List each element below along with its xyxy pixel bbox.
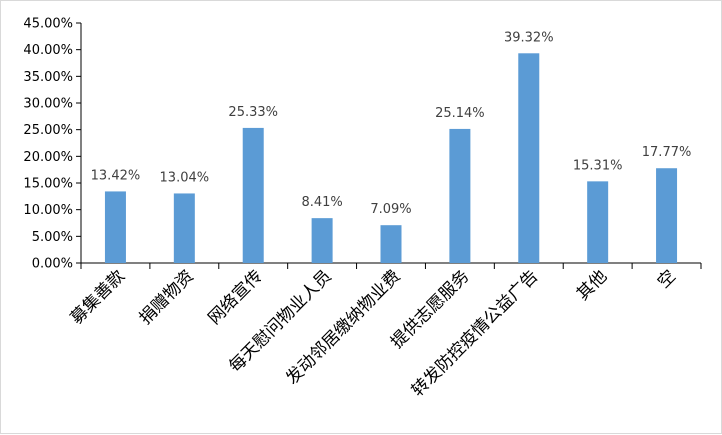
data-labels: 13.42% 13.04% 25.33% 8.41% 7.09% 25.14% 39.32%… xyxy=(91,30,692,217)
y-tick-label: 25.00% xyxy=(23,123,73,138)
bar xyxy=(518,53,540,263)
y-tick-label: 20.00% xyxy=(23,150,73,165)
bar xyxy=(311,218,333,263)
bar xyxy=(173,193,195,263)
category-label: 转发防控疫情公益广告 xyxy=(408,266,542,400)
y-tick-label: 15.00% xyxy=(23,177,73,192)
data-label: 13.42% xyxy=(91,168,141,183)
data-label: 7.09% xyxy=(370,202,411,217)
category-label: 空 xyxy=(654,266,680,292)
bar xyxy=(587,181,609,263)
data-label: 25.14% xyxy=(435,106,485,121)
bar xyxy=(656,168,678,263)
y-tick-label: 40.00% xyxy=(23,43,73,58)
category-label: 发动邻居缴纳物业费 xyxy=(282,266,404,388)
bar xyxy=(380,225,402,263)
y-tick-label: 35.00% xyxy=(23,70,73,85)
y-tick-label: 0.00% xyxy=(32,257,73,272)
data-label: 15.31% xyxy=(573,158,623,173)
category-labels: 募集善款 捐赠物资 网络宣传每天慰问物业人员发动邻居缴纳物业费提供志愿服务转发防控疫… xyxy=(67,266,680,400)
bar xyxy=(449,128,471,263)
bar xyxy=(104,191,126,263)
data-label: 39.32% xyxy=(504,30,554,45)
data-label: 17.77% xyxy=(642,145,692,160)
category-label: 募集善款 xyxy=(67,266,129,328)
y-tick-label: 5.00% xyxy=(32,230,73,245)
bar xyxy=(242,127,264,263)
y-tick-label: 10.00% xyxy=(23,203,73,218)
category-label: 网络宣传 xyxy=(205,266,267,328)
y-axis: 0.00% 5.00% 10.00% 15.00% 20.00% 25.00% 30.00%… xyxy=(23,17,82,272)
y-tick-label: 30.00% xyxy=(23,97,73,112)
data-label: 8.41% xyxy=(301,195,342,210)
data-label: 25.33% xyxy=(228,105,278,120)
category-label: 其他 xyxy=(573,266,611,304)
data-label: 13.04% xyxy=(160,170,210,185)
y-tick-label: 45.00% xyxy=(23,17,73,32)
category-label: 捐赠物资 xyxy=(136,266,198,328)
bars xyxy=(104,53,678,263)
